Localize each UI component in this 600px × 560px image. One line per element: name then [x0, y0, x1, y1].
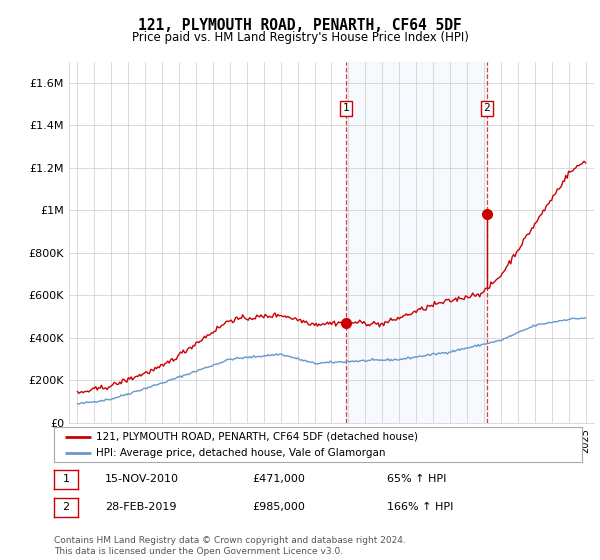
Text: £471,000: £471,000 — [252, 474, 305, 484]
Text: 121, PLYMOUTH ROAD, PENARTH, CF64 5DF: 121, PLYMOUTH ROAD, PENARTH, CF64 5DF — [138, 18, 462, 33]
Text: 1: 1 — [343, 104, 350, 113]
Text: £985,000: £985,000 — [252, 502, 305, 512]
Text: 121, PLYMOUTH ROAD, PENARTH, CF64 5DF (detached house): 121, PLYMOUTH ROAD, PENARTH, CF64 5DF (d… — [96, 432, 418, 442]
Text: 2: 2 — [484, 104, 490, 113]
Text: 1: 1 — [62, 474, 70, 484]
Text: 28-FEB-2019: 28-FEB-2019 — [105, 502, 176, 512]
Text: 166% ↑ HPI: 166% ↑ HPI — [387, 502, 454, 512]
Text: 65% ↑ HPI: 65% ↑ HPI — [387, 474, 446, 484]
Bar — [346, 62, 487, 423]
Text: HPI: Average price, detached house, Vale of Glamorgan: HPI: Average price, detached house, Vale… — [96, 447, 386, 458]
Text: 15-NOV-2010: 15-NOV-2010 — [105, 474, 179, 484]
Text: Price paid vs. HM Land Registry's House Price Index (HPI): Price paid vs. HM Land Registry's House … — [131, 31, 469, 44]
Text: 2: 2 — [62, 502, 70, 512]
Text: Contains HM Land Registry data © Crown copyright and database right 2024.
This d: Contains HM Land Registry data © Crown c… — [54, 536, 406, 556]
